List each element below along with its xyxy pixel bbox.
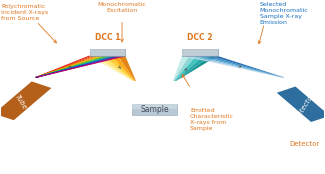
- Text: Monochromatic
Excitation: Monochromatic Excitation: [98, 2, 147, 13]
- Polygon shape: [203, 56, 284, 77]
- Bar: [182, 49, 217, 56]
- Text: Sample: Sample: [140, 105, 169, 114]
- Bar: [132, 104, 177, 109]
- Bar: [90, 49, 125, 56]
- Polygon shape: [176, 56, 217, 81]
- Text: Emitted
Characteristic
X-rays from
Sample: Emitted Characteristic X-rays from Sampl…: [190, 108, 234, 131]
- Polygon shape: [97, 56, 134, 81]
- Polygon shape: [174, 56, 203, 81]
- Polygon shape: [104, 56, 135, 81]
- Text: Detector: Detector: [294, 92, 316, 120]
- Text: Polychromatic
Incident X-rays
from Source: Polychromatic Incident X-rays from Sourc…: [1, 4, 49, 21]
- Polygon shape: [175, 56, 210, 81]
- Polygon shape: [118, 56, 136, 81]
- Bar: [90, 49, 125, 56]
- Polygon shape: [173, 56, 189, 81]
- Polygon shape: [189, 56, 282, 77]
- Polygon shape: [111, 56, 135, 81]
- Polygon shape: [0, 81, 51, 120]
- Polygon shape: [174, 56, 196, 81]
- Polygon shape: [196, 56, 283, 77]
- Text: Detector: Detector: [290, 141, 320, 147]
- Text: DCC 1: DCC 1: [95, 33, 120, 42]
- Bar: [182, 49, 217, 56]
- Text: Tube: Tube: [14, 94, 28, 111]
- Bar: [132, 104, 177, 115]
- Polygon shape: [182, 56, 282, 77]
- Polygon shape: [210, 56, 284, 77]
- Text: Selected
Monochromatic
Sample X-ray
Emission: Selected Monochromatic Sample X-ray Emis…: [260, 2, 308, 25]
- Polygon shape: [277, 86, 325, 122]
- Polygon shape: [90, 56, 133, 81]
- Text: DCC 2: DCC 2: [187, 33, 213, 42]
